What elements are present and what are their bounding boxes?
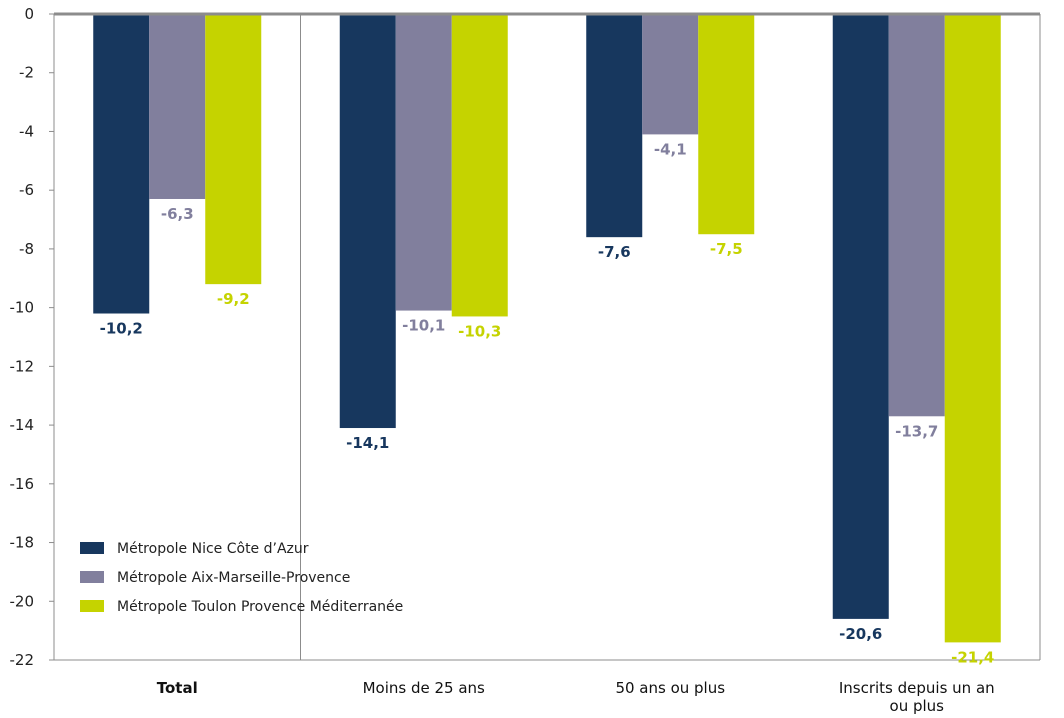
y-tick-label: -16 <box>10 475 35 493</box>
y-tick-label: -10 <box>10 299 35 317</box>
bar <box>339 14 396 429</box>
y-tick-label: -14 <box>10 416 35 434</box>
data-label: -10,1 <box>402 317 445 335</box>
data-label: -14,1 <box>346 434 389 452</box>
data-label: -9,2 <box>217 290 250 308</box>
data-label: -6,3 <box>161 205 194 223</box>
bar <box>944 14 1001 643</box>
bar <box>93 14 150 314</box>
bar <box>832 14 889 619</box>
x-category-label: Moins de 25 ans <box>363 679 485 697</box>
legend-swatch <box>80 600 104 612</box>
y-tick-label: -4 <box>19 122 34 140</box>
bar <box>698 14 755 235</box>
y-tick-label: -18 <box>10 534 35 552</box>
y-tick-label: -2 <box>19 64 34 82</box>
data-label: -4,1 <box>654 140 687 158</box>
x-category-label: Total <box>157 679 198 697</box>
bar <box>205 14 262 285</box>
data-label: -10,3 <box>458 322 501 340</box>
legend-label: Métropole Toulon Provence Méditerranée <box>117 599 403 615</box>
bar <box>888 14 945 417</box>
legend-swatch <box>80 542 104 554</box>
x-category-label: Inscrits depuis un an <box>839 679 995 697</box>
bar <box>149 14 206 199</box>
data-label: -20,6 <box>839 625 882 643</box>
bar <box>642 14 699 135</box>
data-label: -7,6 <box>598 243 631 261</box>
bar <box>451 14 508 317</box>
x-category-label: ou plus <box>890 697 945 715</box>
legend-label: Métropole Nice Côte d’Azur <box>117 541 309 557</box>
y-tick-label: -22 <box>10 651 35 669</box>
x-category-label: 50 ans ou plus <box>615 679 725 697</box>
data-label: -7,5 <box>710 240 743 258</box>
y-tick-label: -20 <box>10 592 35 610</box>
y-tick-label: -8 <box>19 240 34 258</box>
legend-swatch <box>80 571 104 583</box>
data-label: -10,2 <box>100 320 143 338</box>
y-tick-label: -6 <box>19 181 34 199</box>
y-tick-label: -12 <box>10 357 35 375</box>
bar <box>586 14 643 238</box>
data-label: -13,7 <box>895 422 938 440</box>
bar <box>395 14 452 311</box>
data-label: -21,4 <box>951 648 994 666</box>
legend-label: Métropole Aix-Marseille-Provence <box>117 570 350 586</box>
y-tick-label: 0 <box>24 5 34 23</box>
